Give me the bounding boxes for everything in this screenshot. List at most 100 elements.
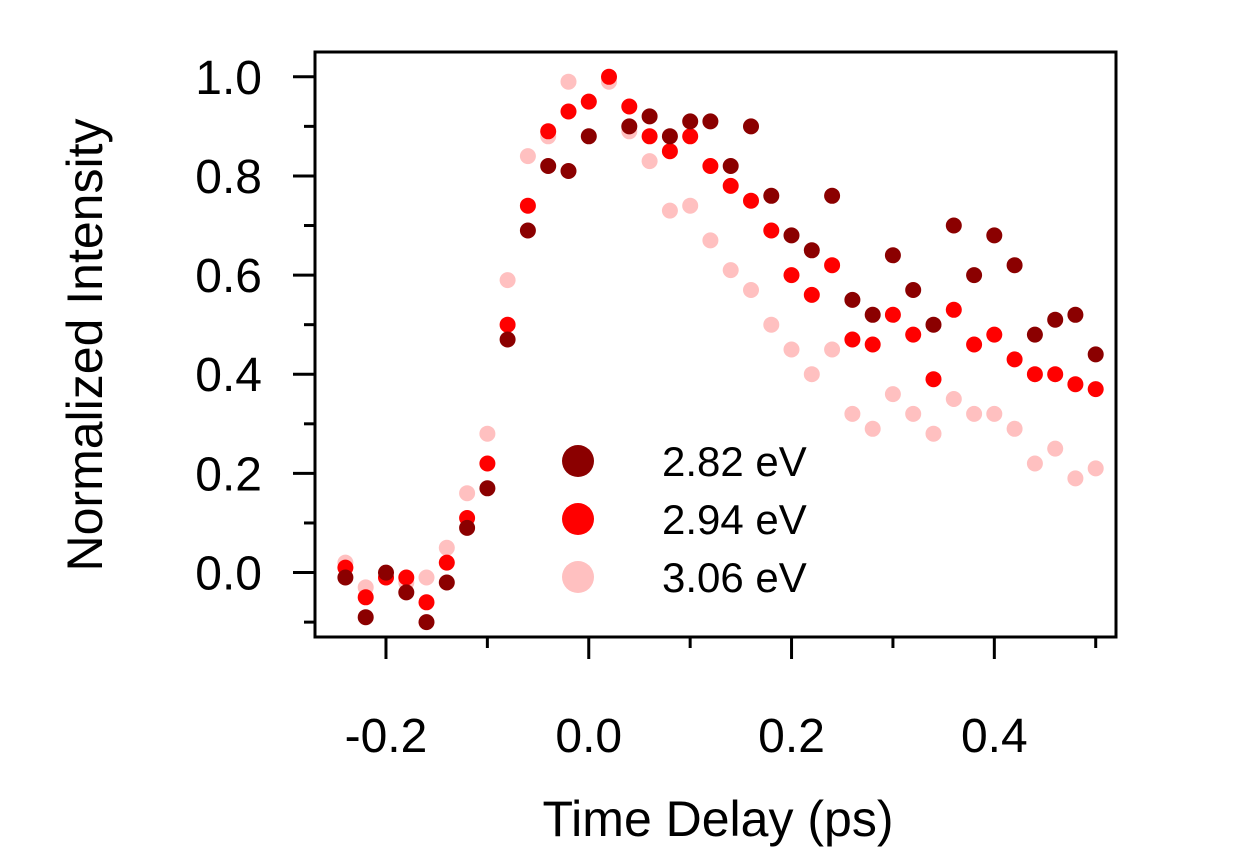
data-point: [438, 539, 455, 556]
y-tick-label: 0.4: [195, 349, 262, 402]
data-point: [661, 128, 678, 145]
data-point: [540, 123, 557, 140]
data-point: [398, 569, 415, 586]
data-point: [722, 177, 739, 194]
y-tick-label: 0.6: [195, 250, 262, 303]
data-point: [560, 73, 577, 90]
series-3: [337, 73, 1104, 596]
data-point: [864, 420, 881, 437]
data-point: [966, 405, 983, 422]
data-point: [702, 113, 719, 130]
data-point: [418, 594, 435, 611]
data-point: [905, 282, 922, 298]
x-axis-label: Time Delay (ps): [543, 791, 894, 847]
y-tick-label: 0.2: [195, 448, 262, 501]
data-point: [803, 366, 820, 383]
data-point: [661, 202, 678, 219]
data-point: [945, 391, 962, 407]
data-point: [884, 386, 901, 403]
legend-item: 3.06 eV: [562, 554, 807, 601]
data-point: [783, 341, 800, 358]
data-point: [459, 519, 476, 536]
data-point: [824, 257, 841, 274]
data-point: [378, 564, 394, 581]
data-point: [986, 227, 1003, 244]
data-point: [1067, 376, 1084, 393]
data-point: [905, 405, 922, 422]
data-point: [844, 331, 861, 348]
x-tick-label: 0.4: [961, 710, 1028, 763]
data-point: [398, 584, 415, 601]
x-tick-label: 0.2: [758, 710, 825, 763]
data-point: [986, 405, 1003, 422]
data-point: [1006, 257, 1023, 274]
data-point: [418, 614, 435, 631]
data-point: [499, 331, 516, 348]
data-point: [1047, 366, 1064, 383]
data-point: [580, 128, 597, 145]
data-point: [702, 158, 719, 174]
data-point: [824, 187, 841, 204]
data-point: [1047, 311, 1064, 328]
y-tick-label: 1.0: [195, 52, 262, 105]
data-point: [844, 405, 861, 422]
data-point: [641, 128, 658, 145]
data-point: [682, 113, 699, 130]
data-point: [743, 282, 759, 298]
data-point: [1087, 381, 1104, 398]
data-point: [1006, 420, 1023, 437]
data-point: [479, 480, 496, 497]
data-point: [357, 589, 374, 606]
data-point: [357, 609, 374, 626]
data-point: [803, 286, 820, 303]
data-point: [763, 187, 780, 204]
series-1: [337, 108, 1104, 631]
data-point: [580, 93, 597, 110]
data-point: [763, 316, 780, 333]
data-point: [621, 118, 638, 135]
data-point: [743, 118, 759, 135]
data-point: [1006, 351, 1023, 368]
legend-label: 2.94 eV: [662, 496, 807, 543]
plot-frame: [313, 50, 1118, 639]
x-tick-label: 0.0: [555, 710, 622, 763]
data-point: [1087, 346, 1104, 363]
data-point: [418, 569, 435, 586]
data-point: [1026, 366, 1043, 383]
data-point: [641, 153, 658, 170]
data-point: [905, 326, 922, 343]
data-points: [337, 68, 1104, 631]
data-point: [743, 192, 759, 209]
data-point: [722, 158, 739, 174]
data-point: [966, 267, 983, 284]
data-point: [661, 143, 678, 160]
y-tick-label: 0.0: [195, 548, 262, 601]
legend-marker: [562, 445, 594, 477]
data-point: [519, 222, 536, 239]
data-point: [479, 455, 496, 472]
data-point: [864, 306, 881, 323]
legend-marker: [562, 561, 594, 593]
data-point: [884, 306, 901, 323]
data-point: [337, 569, 354, 586]
data-point: [560, 103, 577, 120]
data-point: [783, 227, 800, 244]
data-point: [925, 425, 942, 442]
data-point: [925, 371, 942, 388]
x-axis: -0.2 0.0 0.2 0.4: [345, 637, 1098, 763]
data-point: [621, 98, 638, 115]
legend-item: 2.82 eV: [562, 438, 807, 485]
data-point: [864, 336, 881, 353]
x-tick-label: -0.2: [345, 710, 428, 763]
data-point: [722, 262, 739, 279]
data-point: [479, 425, 496, 442]
data-point: [844, 291, 861, 308]
legend-item: 2.94 eV: [562, 496, 807, 543]
y-axis-label: Normalized Intensity: [57, 119, 113, 572]
legend: 2.82 eV 2.94 eV 3.06 eV: [562, 438, 807, 601]
data-point: [519, 197, 536, 214]
data-point: [1047, 440, 1064, 457]
data-point: [682, 197, 699, 214]
